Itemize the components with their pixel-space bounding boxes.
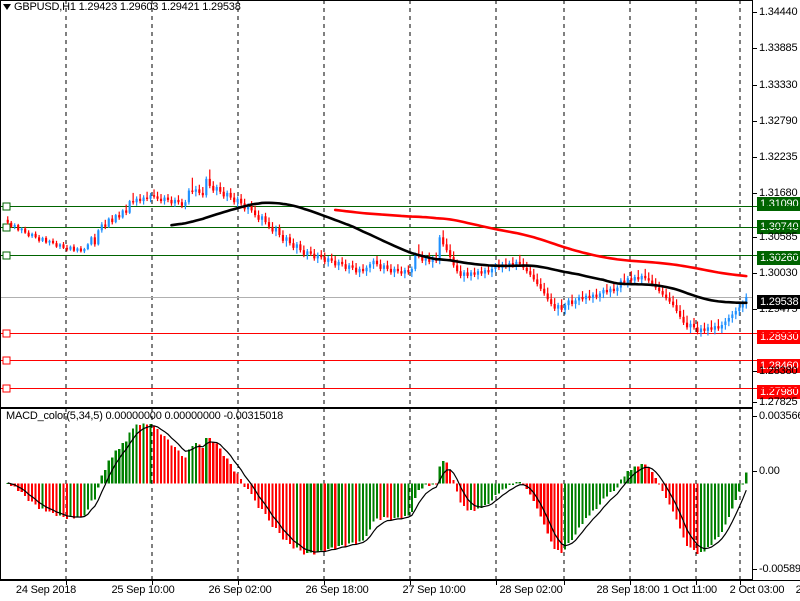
time-scale-label: 26 Sep 18:00 — [305, 584, 369, 596]
price-scale[interactable]: 1.34440 1.33885 1.33330 1.32790 1.32235 1.316… — [752, 0, 800, 580]
price-level-line-extension — [753, 227, 800, 228]
price-level-line-extension — [753, 255, 800, 256]
macd-scale-tick — [753, 569, 757, 570]
price-level-line-extension — [753, 360, 800, 361]
price-scale-label: 1.30030 — [759, 267, 798, 279]
price-level-line-extension — [753, 388, 800, 389]
time-scale-tick — [410, 581, 411, 585]
macd-chart-canvas[interactable] — [0, 408, 752, 580]
price-level-tag[interactable]: 1.28460 — [757, 359, 800, 373]
price-scale-tick — [753, 157, 757, 158]
macd-indicator-pane[interactable]: MACD_color(5,34,5) 0.00000000 0.00000000… — [0, 408, 752, 580]
time-scale-label: 1 Oct 11:00 — [663, 584, 717, 596]
price-scale-tick — [753, 121, 757, 122]
price-scale-label: 1.27825 — [759, 396, 798, 408]
time-scale-tick — [152, 581, 153, 585]
time-scale-label: 26 Sep 02:00 — [208, 584, 272, 596]
time-scale[interactable]: 24 Sep 2018 25 Sep 10:00 26 Sep 02:00 26 Se… — [0, 580, 800, 601]
time-scale-tick — [630, 581, 631, 585]
price-chart-pane[interactable]: GBPUSD,H1 1.29423 1.29603 1.29421 1.2953… — [0, 0, 752, 408]
price-level-line-extension — [753, 333, 800, 334]
price-scale-tick — [753, 402, 757, 403]
chart-title: GBPUSD,H1 1.29423 1.29603 1.29421 1.2953… — [14, 1, 241, 13]
time-scale-tick — [740, 581, 741, 585]
price-scale-label: 1.28380 — [759, 365, 798, 377]
time-scale-tick — [238, 581, 239, 585]
price-level-tag[interactable]: 1.30260 — [757, 251, 800, 265]
time-scale-tick — [324, 581, 325, 585]
time-scale-label: 25 Sep 10:00 — [111, 584, 175, 596]
macd-scale-label: 0.003566 — [759, 410, 800, 422]
time-scale-label: 2 Oct 03:00 — [729, 584, 785, 596]
macd-scale-tick — [753, 471, 757, 472]
price-scale-tick — [753, 237, 757, 238]
price-scale-tick — [753, 193, 757, 194]
time-scale-label: 27 Sep 10:00 — [402, 584, 466, 596]
price-level-line-extension — [753, 206, 800, 207]
price-scale-label: 1.33885 — [759, 42, 798, 54]
price-chart-canvas[interactable] — [0, 0, 752, 408]
price-scale-label: 1.33330 — [759, 79, 798, 91]
time-scale-label: 2 Oct 19:00 — [795, 584, 800, 596]
price-scale-label: 1.30585 — [759, 231, 798, 243]
price-scale-label: 1.34440 — [759, 6, 798, 18]
price-scale-tick — [753, 48, 757, 49]
price-level-tag[interactable]: 1.31090 — [757, 197, 800, 211]
price-scale-tick — [753, 371, 757, 372]
triangle-down-icon[interactable] — [3, 4, 11, 10]
macd-title: MACD_color(5,34,5) 0.00000000 0.00000000… — [6, 410, 284, 422]
macd-scale-label: 0.00 — [759, 465, 780, 477]
price-scale-label: 1.32235 — [759, 151, 798, 163]
current-price-tag[interactable]: 1.29538 — [757, 295, 800, 309]
time-scale-tick — [564, 581, 565, 585]
price-scale-label: 1.31680 — [759, 187, 798, 199]
time-scale-label: 28 Sep 18:00 — [596, 584, 660, 596]
time-scale-tick — [696, 581, 697, 585]
time-scale-label: 24 Sep 2018 — [15, 584, 77, 596]
price-scale-label: 1.32790 — [759, 115, 798, 127]
price-scale-tick — [753, 309, 757, 310]
price-scale-tick — [753, 273, 757, 274]
macd-scale-label: -0.005895 — [759, 563, 800, 575]
price-scale-tick — [753, 85, 757, 86]
time-scale-label: 28 Sep 02:00 — [499, 584, 563, 596]
price-scale-tick — [753, 12, 757, 13]
time-scale-tick — [66, 581, 67, 585]
time-scale-tick — [496, 581, 497, 585]
macd-scale-tick — [753, 416, 757, 417]
